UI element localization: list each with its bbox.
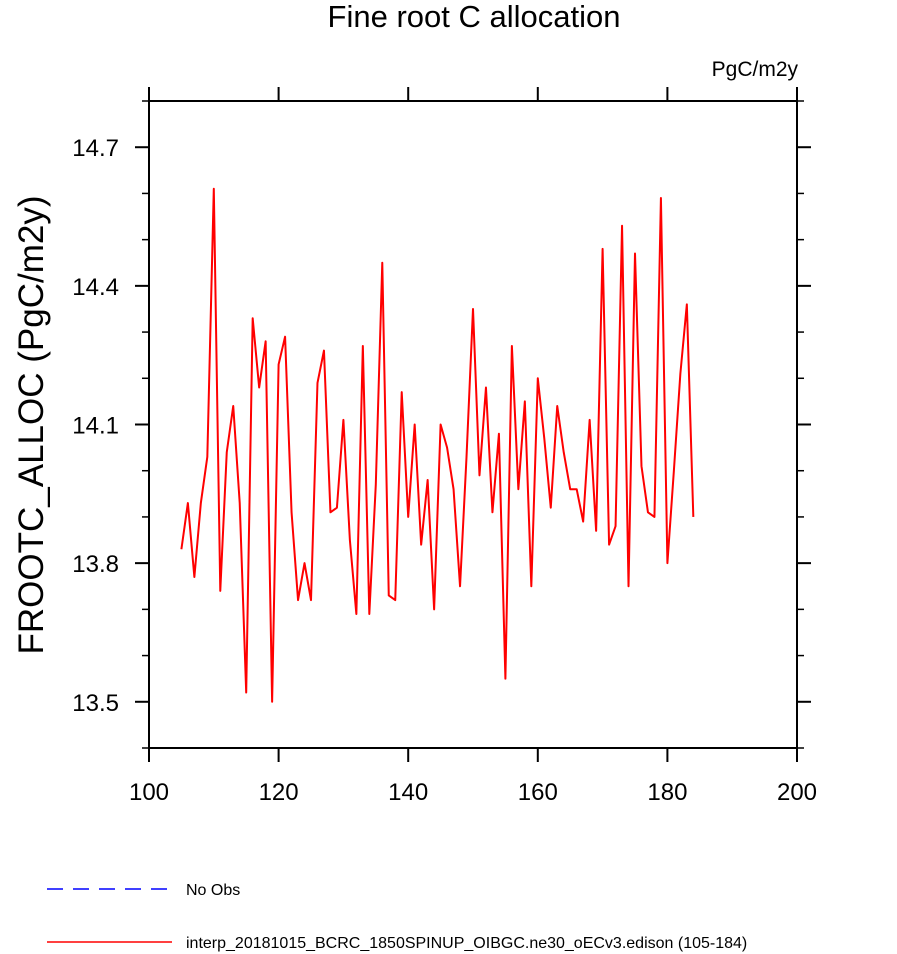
y-tick-label: 14.7: [72, 135, 119, 162]
legend: No Obs interp_20181015_BCRC_1850SPINUP_OI…: [47, 882, 747, 952]
x-tick-label: 200: [777, 779, 817, 806]
chart-title: Fine root C allocation: [328, 0, 621, 34]
y-tick-label: 13.8: [72, 551, 119, 578]
y-axis-label: FROOTC_ALLOC (PgC/m2y): [12, 196, 51, 655]
y-tick-label: 14.1: [72, 413, 119, 440]
y-tick-label: 13.5: [72, 690, 119, 717]
legend-label: interp_20181015_BCRC_1850SPINUP_OIBGC.ne…: [186, 935, 747, 952]
x-tick-label: 100: [129, 779, 169, 806]
x-tick-label: 140: [388, 779, 428, 806]
x-tick-label: 120: [259, 779, 299, 806]
legend-label: No Obs: [186, 882, 240, 899]
y-tick-label: 14.4: [72, 274, 119, 301]
x-tick-label: 180: [647, 779, 687, 806]
chart-units-label: PgC/m2y: [712, 58, 799, 81]
plot-area: 100 120 140 160 180 200 13.5 13.8 14.1 14.4 14.7: [72, 87, 817, 806]
series-line: [180, 187, 695, 703]
x-tick-label: 160: [518, 779, 558, 806]
